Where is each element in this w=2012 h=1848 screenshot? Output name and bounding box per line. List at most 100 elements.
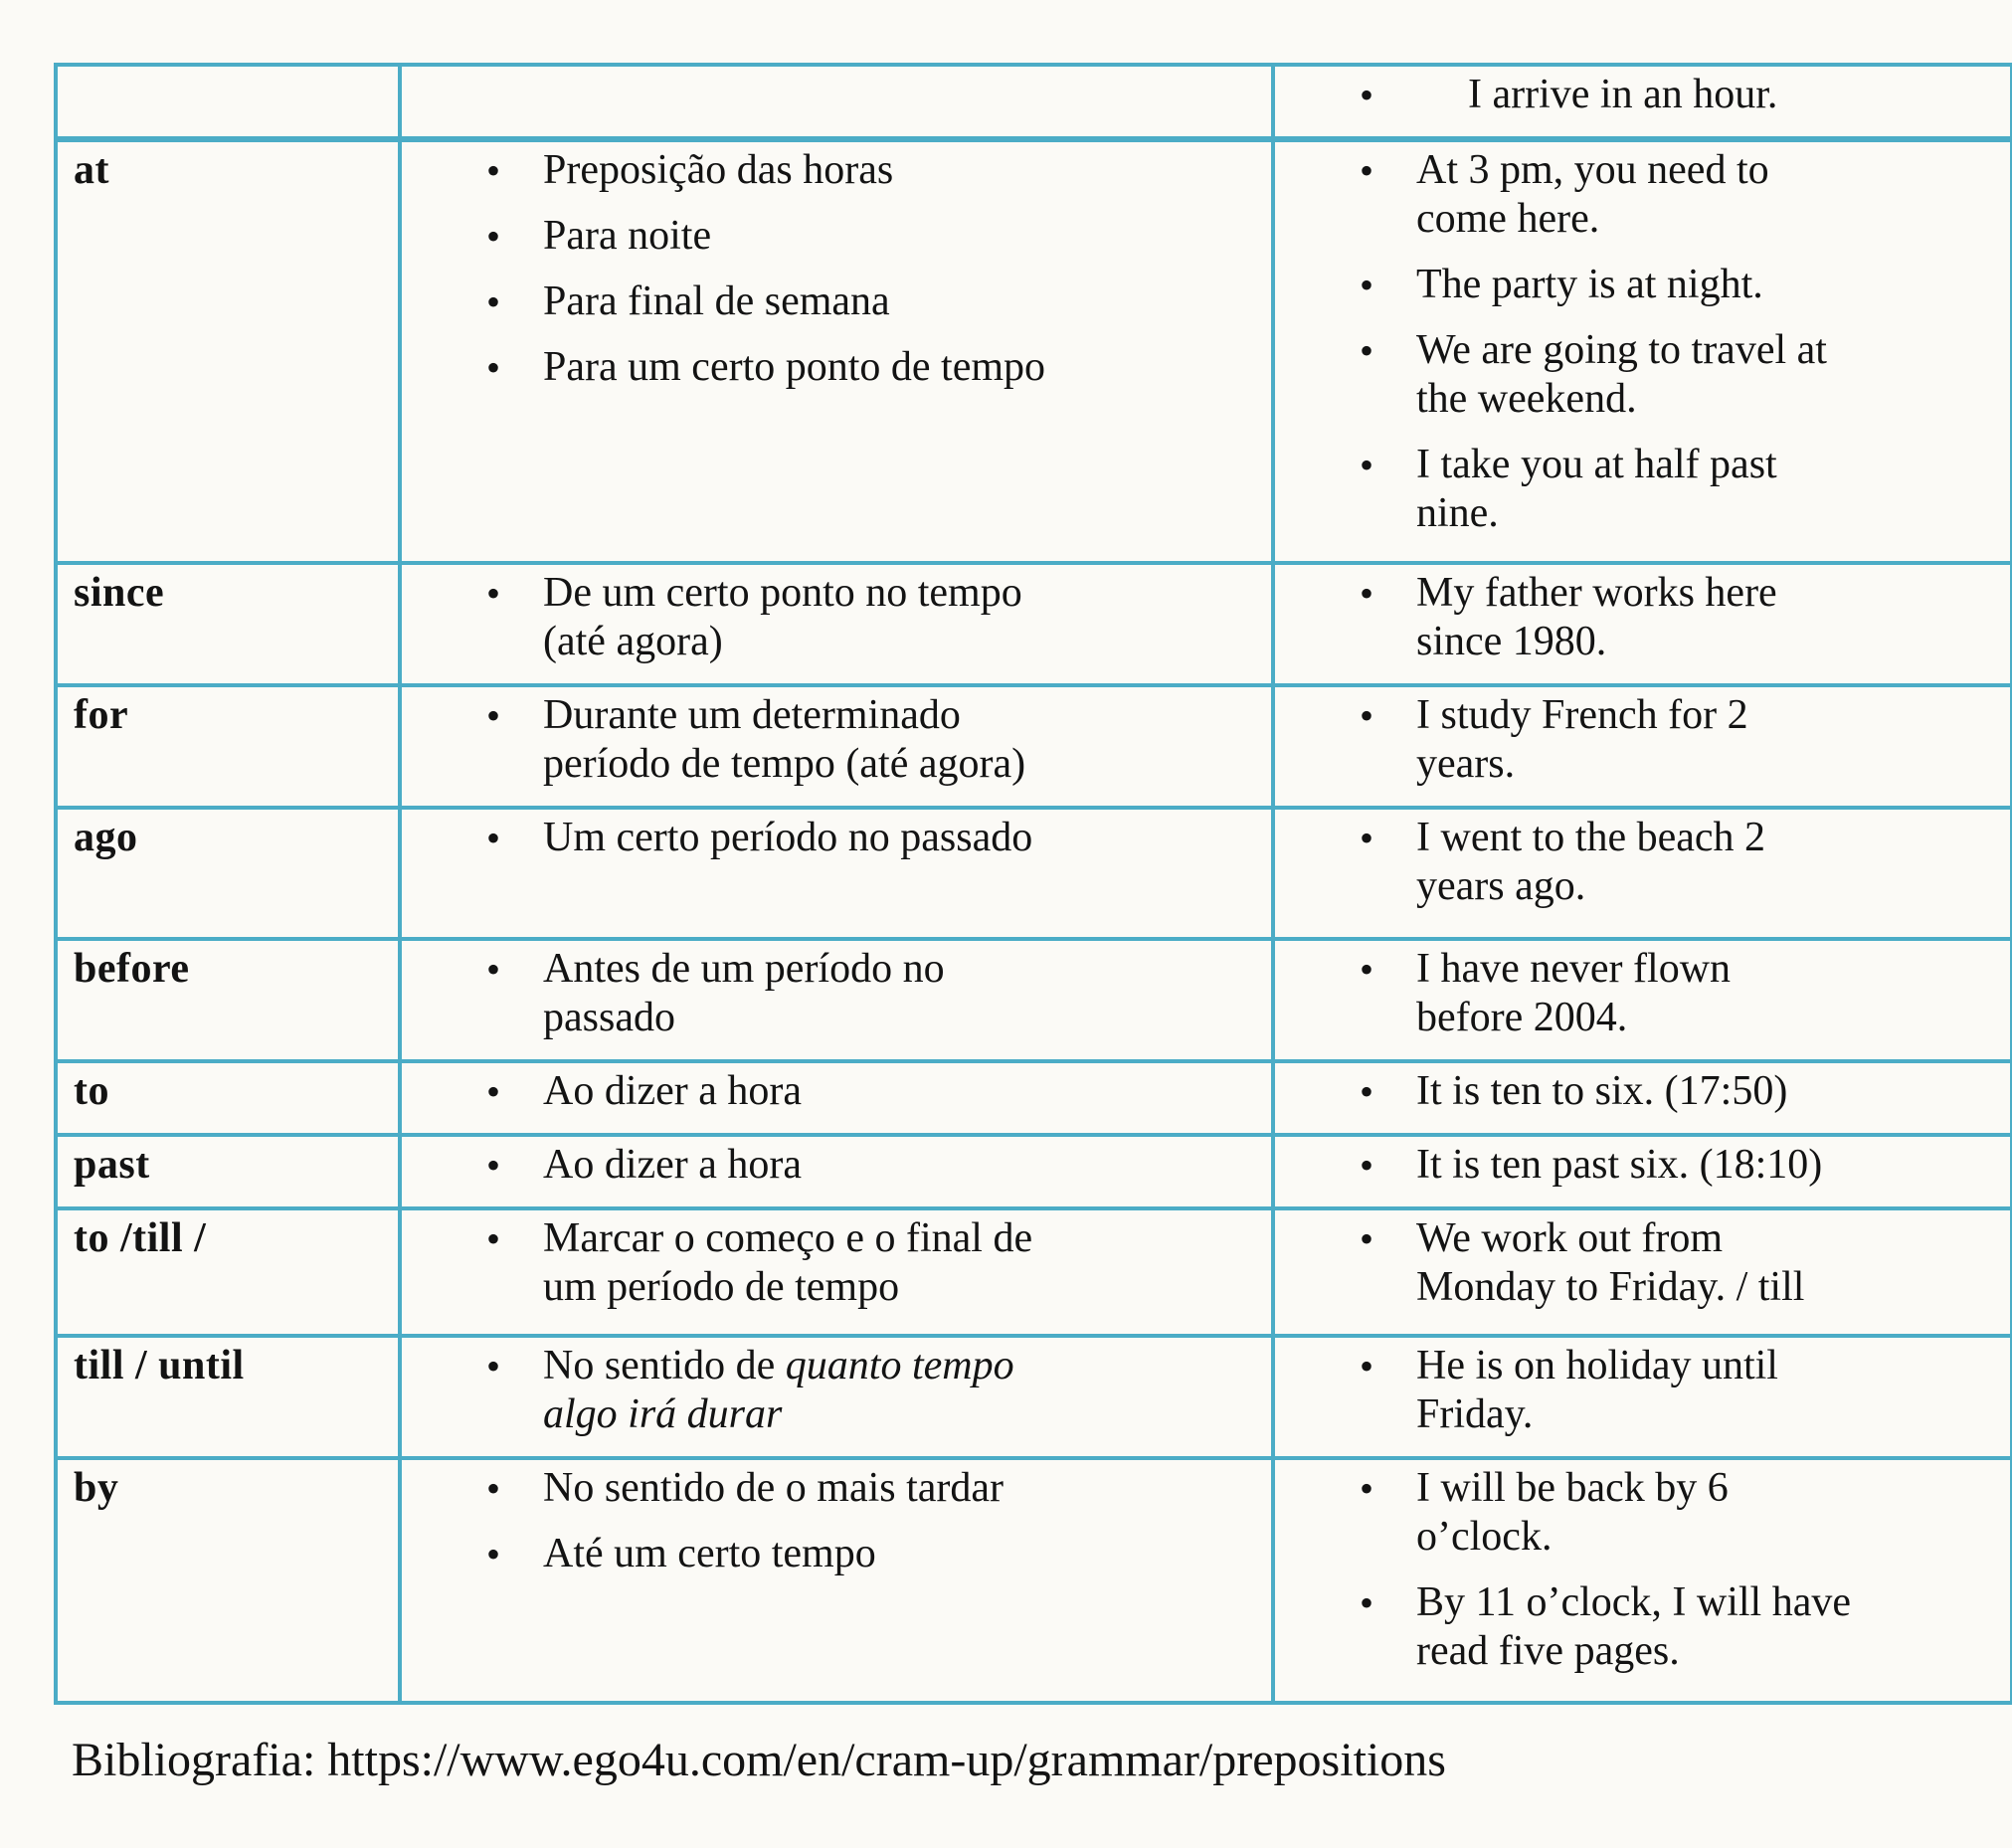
- table-row: by • No sentido de o mais tardar • Até um ce…: [54, 1456, 2012, 1705]
- bullet-icon: •: [1360, 1344, 1374, 1388]
- example-list: • At 3 pm, you need to come here. • The par…: [1275, 146, 1998, 538]
- meaning-item: • Antes de um período no passado: [402, 945, 1259, 1042]
- bullet-icon: •: [1360, 148, 1374, 193]
- meaning-cell: • Marcar o começo e o final de um período…: [398, 1206, 1275, 1338]
- example-cell: • At 3 pm, you need to come here. • The par…: [1271, 137, 2012, 565]
- example-item: • By 11 o’clock, I will have read five pa…: [1275, 1578, 1998, 1676]
- text-segment: Preposição das horas: [543, 147, 894, 193]
- bullet-icon: •: [1360, 816, 1374, 860]
- bullet-icon: •: [1360, 73, 1374, 117]
- meaning-item: • Durante um determinado período de tempo…: [402, 691, 1259, 789]
- example-list: • I have never flown before 2004.: [1275, 945, 1998, 1042]
- meaning-item: • Marcar o começo e o final de um período…: [402, 1214, 1259, 1312]
- meaning-cell: • Ao dizer a hora: [398, 1059, 1275, 1137]
- preposition-cell: since: [54, 561, 402, 687]
- preposition-cell: [54, 63, 402, 142]
- preposition-cell: before: [54, 937, 402, 1063]
- text-segment: Até um certo tempo: [543, 1531, 876, 1576]
- example-item: • My father works here since 1980.: [1275, 569, 1998, 666]
- text-segment: I study French for 2 years.: [1416, 692, 1748, 787]
- bullet-icon: •: [1360, 1580, 1374, 1625]
- text-segment: I went to the beach 2 years ago.: [1416, 815, 1766, 909]
- table-row: ago • Um certo período no passado • I went t…: [54, 806, 2012, 941]
- bullet-icon: •: [486, 148, 501, 193]
- bullet-icon: •: [486, 1344, 501, 1388]
- example-list: • It is ten to six. (17:50): [1275, 1067, 1998, 1116]
- example-text: I take you at half past nine.: [1416, 441, 1998, 538]
- example-item: • I went to the beach 2 years ago.: [1275, 814, 1998, 911]
- example-list: • I will be back by 6 o’clock. • By 11 o’cl…: [1275, 1464, 1998, 1676]
- meaning-text: Antes de um período no passado: [543, 945, 1259, 1042]
- text-segment: Para final de semana: [543, 278, 890, 324]
- bullet-icon: •: [1360, 1143, 1374, 1188]
- example-item: • It is ten past six. (18:10): [1275, 1141, 1998, 1190]
- meaning-cell: • No sentido de quanto tempo algo irá dur…: [398, 1334, 1275, 1460]
- meaning-list: • Durante um determinado período de tempo…: [402, 691, 1259, 789]
- meaning-item: • No sentido de quanto tempo algo irá dur…: [402, 1342, 1259, 1439]
- bullet-icon: •: [486, 279, 501, 324]
- preposition-label: by: [74, 1465, 119, 1511]
- example-cell: • He is on holiday until Friday.: [1271, 1334, 2012, 1460]
- bullet-icon: •: [1360, 693, 1374, 738]
- bullet-icon: •: [1360, 1069, 1374, 1114]
- example-cell: • We work out from Monday to Friday. / ti…: [1271, 1206, 2012, 1338]
- text-segment: At 3 pm, you need to come here.: [1416, 147, 1769, 242]
- preposition-label: for: [74, 692, 129, 738]
- example-text: We are going to travel at the weekend.: [1416, 326, 1998, 424]
- meaning-item: • Um certo período no passado: [402, 814, 1259, 862]
- bullet-icon: •: [486, 1466, 501, 1511]
- meaning-text: Para noite: [543, 212, 1259, 261]
- example-list: • It is ten past six. (18:10): [1275, 1141, 1998, 1190]
- italic-text-segment: quanto tempo algo irá durar: [543, 1343, 1014, 1437]
- example-item: • The party is at night.: [1275, 261, 1998, 309]
- example-cell: • My father works here since 1980.: [1271, 561, 2012, 687]
- preposition-cell: till / until: [54, 1334, 402, 1460]
- table-row: past • Ao dizer a hora • It is ten past six.…: [54, 1133, 2012, 1210]
- meaning-list: • No sentido de o mais tardar • Até um cert…: [402, 1464, 1259, 1578]
- example-cell: • I have never flown before 2004.: [1271, 937, 2012, 1063]
- meaning-text: Marcar o começo e o final de um período …: [543, 1214, 1259, 1312]
- meaning-item: • Até um certo tempo: [402, 1530, 1259, 1578]
- example-item: • I have never flown before 2004.: [1275, 945, 1998, 1042]
- meaning-item: • Para um certo ponto de tempo: [402, 343, 1259, 392]
- meaning-list: • Marcar o começo e o final de um período…: [402, 1214, 1259, 1312]
- bullet-icon: •: [486, 1532, 501, 1576]
- text-segment: De um certo ponto no tempo (até agora): [543, 570, 1022, 664]
- meaning-cell: • Um certo período no passado: [398, 806, 1275, 941]
- meaning-text: De um certo ponto no tempo (até agora): [543, 569, 1259, 666]
- bullet-icon: •: [1360, 263, 1374, 307]
- preposition-label: at: [74, 147, 109, 193]
- example-list: • My father works here since 1980.: [1275, 569, 1998, 666]
- meaning-list: • Preposição das horas • Para noite • Para fi…: [402, 146, 1259, 392]
- example-text: He is on holiday until Friday.: [1416, 1342, 1998, 1439]
- preposition-label: till / until: [74, 1343, 245, 1388]
- preposition-label: ago: [74, 815, 138, 860]
- preposition-label: before: [74, 946, 190, 992]
- example-item: • I take you at half past nine.: [1275, 441, 1998, 538]
- meaning-cell: • No sentido de o mais tardar • Até um cert…: [398, 1456, 1275, 1705]
- text-segment: I have never flown before 2004.: [1416, 946, 1732, 1040]
- table-row: to • Ao dizer a hora • It is ten to six. (17…: [54, 1059, 2012, 1137]
- preposition-cell: past: [54, 1133, 402, 1210]
- meaning-text: Para final de semana: [543, 277, 1259, 326]
- meaning-text: Para um certo ponto de tempo: [543, 343, 1259, 392]
- example-item: • I study French for 2 years.: [1275, 691, 1998, 789]
- bullet-icon: •: [1360, 571, 1374, 616]
- example-item: • I will be back by 6 o’clock.: [1275, 1464, 1998, 1562]
- text-segment: My father works here since 1980.: [1416, 570, 1777, 664]
- text-segment: Antes de um período no passado: [543, 946, 945, 1040]
- text-segment: We are going to travel at the weekend.: [1416, 327, 1827, 422]
- text-segment: Durante um determinado período de tempo …: [543, 692, 1026, 787]
- preposition-label: since: [74, 570, 165, 616]
- example-text: I went to the beach 2 years ago.: [1416, 814, 1998, 911]
- meaning-item: • No sentido de o mais tardar: [402, 1464, 1259, 1513]
- bullet-icon: •: [1360, 1466, 1374, 1511]
- text-segment: It is ten past six. (18:10): [1416, 1142, 1823, 1188]
- example-item: • He is on holiday until Friday.: [1275, 1342, 1998, 1439]
- example-cell: • I study French for 2 years.: [1271, 683, 2012, 810]
- preposition-cell: at: [54, 137, 402, 565]
- text-segment: I take you at half past nine.: [1416, 442, 1777, 536]
- bullet-icon: •: [486, 214, 501, 259]
- text-segment: No sentido de: [543, 1343, 786, 1388]
- bullet-icon: •: [1360, 443, 1374, 487]
